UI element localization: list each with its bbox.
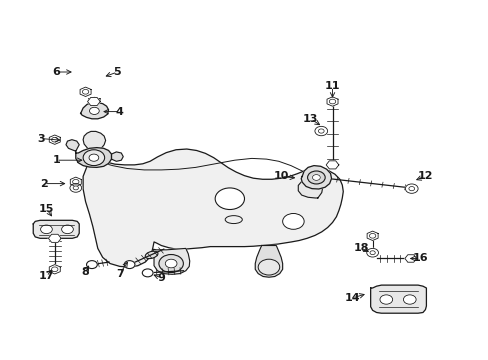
Circle shape [369,234,375,238]
Circle shape [142,269,153,277]
Circle shape [52,267,58,271]
Polygon shape [111,152,123,161]
Circle shape [312,175,320,180]
Polygon shape [83,131,105,155]
Text: 11: 11 [324,81,340,91]
Circle shape [82,90,89,94]
Circle shape [52,137,58,142]
Polygon shape [326,97,337,106]
Text: 16: 16 [412,253,427,264]
Circle shape [70,184,81,192]
Text: 9: 9 [157,273,165,283]
Text: 12: 12 [417,171,432,181]
Text: 2: 2 [40,179,48,189]
Polygon shape [80,87,91,96]
Text: 10: 10 [273,171,288,181]
Polygon shape [83,149,343,267]
Circle shape [369,251,374,255]
Circle shape [61,225,73,234]
Circle shape [379,295,392,304]
Circle shape [124,261,135,269]
Text: 7: 7 [116,269,123,279]
Circle shape [86,261,97,269]
Circle shape [165,259,177,268]
Polygon shape [33,220,79,238]
Polygon shape [81,103,108,119]
Circle shape [72,180,79,184]
Circle shape [73,186,78,190]
Polygon shape [66,140,79,151]
Ellipse shape [145,251,158,258]
Text: 4: 4 [116,107,123,117]
Polygon shape [70,177,81,186]
Text: 5: 5 [113,67,121,77]
Circle shape [159,255,183,273]
Circle shape [258,259,279,275]
Polygon shape [298,179,322,198]
Circle shape [314,126,327,136]
Circle shape [405,184,417,193]
Circle shape [89,154,99,161]
Text: 3: 3 [38,134,45,144]
Polygon shape [301,166,331,189]
Polygon shape [325,161,338,169]
Text: 18: 18 [353,243,369,253]
Text: 1: 1 [52,155,60,165]
Polygon shape [49,265,60,274]
Text: 15: 15 [39,204,54,214]
Circle shape [307,171,325,184]
Circle shape [215,188,244,210]
Circle shape [403,295,415,304]
Circle shape [329,99,335,104]
Polygon shape [404,255,416,262]
Text: 6: 6 [52,67,60,77]
Text: 8: 8 [81,267,89,277]
Text: 13: 13 [302,114,318,124]
Polygon shape [255,246,282,277]
Polygon shape [49,135,60,144]
Circle shape [318,129,324,133]
Polygon shape [152,248,189,274]
Circle shape [41,225,52,234]
Circle shape [408,186,414,191]
Polygon shape [370,285,426,313]
Polygon shape [87,98,100,105]
Text: 17: 17 [39,271,54,282]
Polygon shape [48,234,61,242]
Circle shape [282,213,304,229]
Polygon shape [366,231,377,240]
Text: 14: 14 [344,293,359,303]
Circle shape [83,150,104,166]
Polygon shape [76,148,111,167]
Circle shape [366,248,378,257]
Circle shape [89,107,99,114]
